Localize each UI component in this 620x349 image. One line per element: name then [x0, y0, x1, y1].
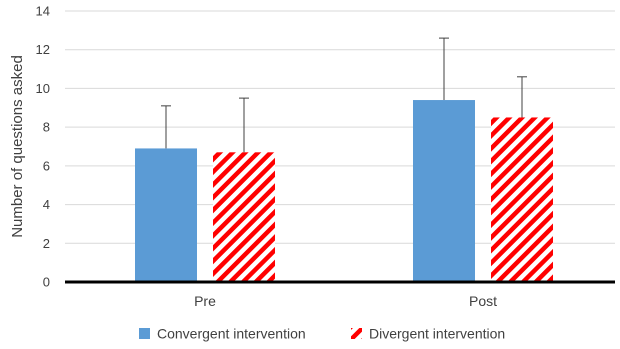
y-tick-label: 14 [36, 4, 50, 19]
legend-label-divergent: Divergent intervention [369, 326, 505, 342]
bar-post-divergent [491, 117, 553, 282]
x-category-label: Pre [194, 293, 216, 309]
x-category-label: Post [469, 293, 497, 309]
y-axis-title: Number of questions asked [9, 55, 26, 238]
bar-pre-convergent [135, 148, 197, 282]
legend: Convergent intervention Divergent interve… [139, 326, 505, 342]
y-tick-label: 12 [36, 42, 50, 57]
legend-swatch-convergent [139, 328, 150, 339]
y-tick-label: 0 [43, 275, 50, 290]
y-tick-label: 10 [36, 81, 50, 96]
y-tick-label: 6 [43, 158, 50, 173]
y-tick-label: 8 [43, 120, 50, 135]
legend-label-convergent: Convergent intervention [157, 326, 306, 342]
y-tick-label: 2 [43, 236, 50, 251]
y-tick-label: 4 [43, 197, 50, 212]
error-bars [161, 37, 527, 153]
legend-swatch-divergent [351, 328, 362, 339]
x-axis-categories: Pre Post [194, 293, 497, 309]
y-axis-ticks: 0 2 4 6 8 10 12 14 [36, 4, 50, 290]
bars [135, 100, 553, 283]
bar-pre-divergent [213, 152, 275, 282]
bar-post-convergent [413, 100, 475, 283]
